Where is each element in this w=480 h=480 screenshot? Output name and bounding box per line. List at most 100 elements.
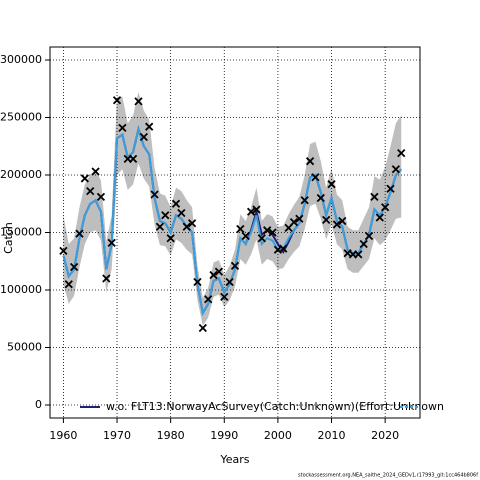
observation [241, 231, 250, 241]
observation [86, 186, 95, 196]
observation [193, 277, 202, 287]
cross-stroke [354, 250, 363, 259]
y-tick-label: 100000 [0, 283, 42, 296]
cross-stroke [145, 122, 154, 131]
cross-stroke [257, 234, 266, 243]
cross-stroke [252, 205, 261, 214]
observation [204, 295, 213, 304]
cross-stroke [64, 280, 73, 289]
y-tick-label: 300000 [0, 53, 42, 66]
observation [268, 228, 277, 237]
observation [252, 205, 261, 214]
observation [64, 280, 73, 289]
plot-frame [49, 46, 421, 419]
cross-stroke [134, 97, 143, 106]
cross-stroke [112, 96, 122, 105]
observation [80, 174, 89, 183]
observation [134, 97, 143, 106]
cross-stroke [187, 219, 197, 228]
observation [327, 180, 336, 189]
cross-stroke [391, 165, 401, 174]
observation [364, 231, 374, 241]
cross-stroke [166, 234, 175, 243]
cross-stroke [268, 228, 277, 237]
cross-stroke [273, 245, 283, 254]
cross-stroke [289, 218, 299, 227]
observation [225, 277, 234, 287]
observation [305, 157, 315, 166]
observation [236, 224, 245, 234]
cross-stroke [279, 244, 288, 253]
cross-stroke [198, 323, 207, 333]
observation [161, 211, 170, 220]
observation [91, 167, 100, 176]
y-axis-label: Catch [2, 222, 15, 254]
observation [182, 222, 191, 231]
observation [311, 173, 320, 182]
observation [75, 229, 84, 238]
x-tick-label: 2020 [371, 429, 399, 442]
cross-stroke [386, 184, 395, 193]
observation [209, 270, 218, 280]
x-tick-label: 2000 [264, 429, 292, 442]
observation [257, 234, 266, 243]
cross-stroke [150, 190, 159, 199]
observation [397, 149, 406, 158]
cross-stroke [246, 207, 256, 216]
observation [220, 292, 229, 302]
cross-stroke [322, 215, 331, 224]
cross-stroke [225, 277, 234, 287]
observation [102, 274, 111, 283]
cross-stroke [359, 239, 368, 249]
cross-stroke [59, 246, 68, 256]
cross-stroke [80, 174, 89, 183]
cross-stroke [397, 149, 406, 158]
x-tick-label: 1980 [157, 429, 185, 442]
observation [289, 218, 299, 227]
observation [332, 220, 342, 229]
legend-label: w.o. FLT13:NorwayAcSurvey(Catch:Unknown)… [106, 400, 444, 413]
observation [370, 192, 379, 201]
observation [187, 219, 197, 228]
cross-stroke [118, 123, 127, 132]
observation [386, 184, 395, 193]
cross-stroke [220, 292, 229, 302]
observation [375, 213, 384, 222]
cross-stroke [327, 180, 336, 189]
observation [128, 154, 138, 164]
observation [69, 262, 79, 272]
cross-stroke [171, 199, 181, 208]
cross-stroke [236, 224, 245, 234]
footer: stockassessment.org,NEA_saithe_2024_GEDv… [298, 473, 478, 479]
x-axis-label: Years [219, 453, 249, 466]
observation [150, 190, 159, 199]
cross-stroke [338, 216, 347, 226]
cross-stroke [214, 267, 224, 276]
observation [107, 238, 116, 247]
cross-stroke [86, 186, 95, 196]
observation [96, 192, 106, 201]
cross-stroke [161, 211, 170, 220]
cross-stroke [332, 220, 342, 229]
observation [391, 165, 401, 174]
y-tick-label: 200000 [0, 168, 42, 181]
cross-stroke [96, 192, 106, 201]
cross-stroke [375, 213, 384, 222]
observation [139, 132, 148, 142]
observation [59, 246, 68, 256]
cross-stroke [295, 214, 304, 223]
observation [359, 239, 368, 249]
observation [118, 123, 127, 132]
cross-stroke [155, 222, 165, 231]
observation [177, 208, 186, 218]
observation [263, 226, 272, 235]
observation [230, 261, 240, 270]
observation [354, 250, 363, 259]
cross-stroke [230, 261, 240, 270]
x-tick-label: 2010 [318, 429, 346, 442]
x-tick-label: 1970 [103, 429, 131, 442]
observation [171, 199, 181, 208]
x-tick-label: 1990 [210, 429, 238, 442]
observation [246, 207, 256, 216]
y-tick-label: 250000 [0, 110, 42, 123]
